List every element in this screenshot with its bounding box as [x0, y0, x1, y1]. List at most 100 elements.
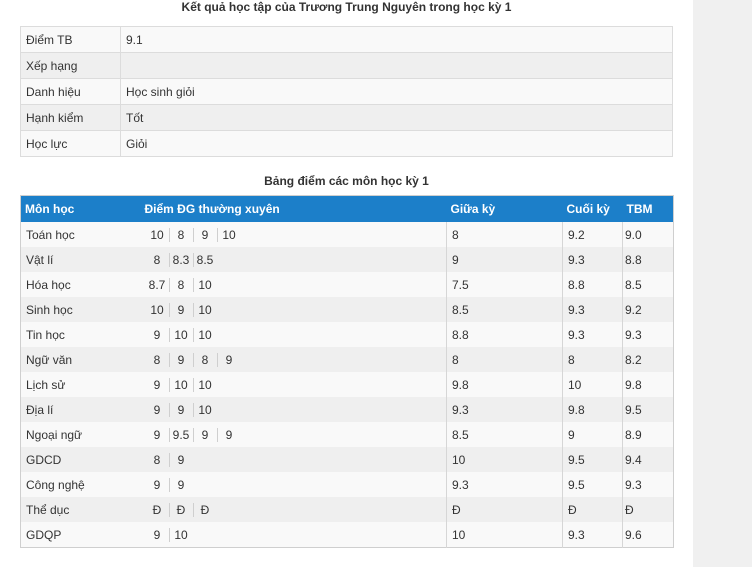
grade-row: GDQP 9 10 10 9.3 9.6 — [20, 522, 674, 548]
avg-cell: 8.9 — [622, 422, 674, 447]
midterm-cell: 7.5 — [446, 272, 563, 297]
avg-cell: 8.2 — [622, 347, 674, 372]
grades-header-row: Môn học Điểm ĐG thường xuyên Giữa kỳ Cuố… — [20, 195, 674, 222]
regular-score: 8.3 — [168, 252, 193, 267]
avg-cell: 9.4 — [622, 447, 674, 472]
final-cell: 9.3 — [562, 247, 623, 272]
regular-scores-cell: 8.7 8 10 — [140, 272, 447, 297]
summary-row: Hạnh kiểm Tốt — [20, 104, 673, 131]
final-cell: 10 — [562, 372, 623, 397]
subject-cell: Tin học — [20, 322, 141, 347]
regular-scores-cell: 10 8 9 10 — [140, 222, 447, 247]
regular-score: 10 — [192, 327, 217, 342]
midterm-cell: 9.8 — [446, 372, 563, 397]
subject-cell: Địa lí — [20, 397, 141, 422]
avg-cell: 9.3 — [622, 322, 674, 347]
summary-row: Xếp hạng — [20, 52, 673, 79]
midterm-cell: 8 — [446, 347, 563, 372]
subject-cell: GDCD — [20, 447, 141, 472]
regular-score: 9 — [153, 402, 161, 417]
midterm-cell: 8.5 — [446, 297, 563, 322]
regular-score: 8 — [153, 352, 161, 367]
midterm-cell: 10 — [446, 447, 563, 472]
grade-row: Thể dục Đ Đ Đ Đ Đ Đ — [20, 497, 674, 522]
regular-score: 9 — [153, 377, 161, 392]
midterm-cell: 9 — [446, 247, 563, 272]
final-cell: 9.2 — [562, 222, 623, 247]
regular-scores-cell: 10 9 10 — [140, 297, 447, 322]
grade-row: Địa lí 9 9 10 9.3 9.8 9.5 — [20, 397, 674, 422]
summary-label: Hạnh kiểm — [20, 104, 121, 131]
grade-row: GDCD 8 9 10 9.5 9.4 — [20, 447, 674, 472]
summary-value: Học sinh giỏi — [120, 78, 673, 105]
avg-cell: 9.3 — [622, 472, 674, 497]
regular-score: 9 — [153, 527, 161, 542]
header-final: Cuối kỳ — [562, 195, 623, 222]
final-cell: 8 — [562, 347, 623, 372]
regular-score: 9 — [192, 227, 217, 242]
summary-table: Điểm TB 9.1 Xếp hạng Danh hiệu Học sinh giỏi… — [20, 26, 673, 157]
subject-cell: Ngoại ngữ — [20, 422, 141, 447]
grade-row: Hóa học 8.7 8 10 7.5 8.8 8.5 — [20, 272, 674, 297]
final-cell: 9.3 — [562, 322, 623, 347]
avg-cell: 9.5 — [622, 397, 674, 422]
final-cell: 8.8 — [562, 272, 623, 297]
summary-value: Tốt — [120, 104, 673, 131]
grade-row: Sinh học 10 9 10 8.5 9.3 9.2 — [20, 297, 674, 322]
summary-label: Danh hiệu — [20, 78, 121, 105]
grade-row: Vật lí 8 8.3 8.5 9 9.3 8.8 — [20, 247, 674, 272]
grade-row: Ngoại ngữ 9 9.5 9 9 8.5 9 8.9 — [20, 422, 674, 447]
grade-row: Công nghệ 9 9 9.3 9.5 9.3 — [20, 472, 674, 497]
header-avg: TBM — [622, 195, 674, 222]
subject-cell: Lịch sử — [20, 372, 141, 397]
final-cell: 9 — [562, 422, 623, 447]
subject-cell: Vật lí — [20, 247, 141, 272]
subject-cell: GDQP — [20, 522, 141, 548]
subject-cell: Hóa học — [20, 272, 141, 297]
midterm-cell: 10 — [446, 522, 563, 548]
regular-score: 9 — [168, 452, 193, 467]
regular-score: 9 — [192, 427, 217, 442]
midterm-cell: 8 — [446, 222, 563, 247]
subject-cell: Công nghệ — [20, 472, 141, 497]
final-cell: 9.5 — [562, 472, 623, 497]
midterm-cell: 8.8 — [446, 322, 563, 347]
midterm-cell: 9.3 — [446, 472, 563, 497]
regular-score: 9 — [216, 427, 241, 442]
regular-scores-cell: 9 10 10 — [140, 372, 447, 397]
regular-score: 9 — [168, 477, 193, 492]
header-subject: Môn học — [20, 195, 141, 222]
right-side-panel — [693, 0, 752, 567]
regular-score: 9 — [153, 327, 161, 342]
grades-title: Bảng điểm các môn học kỳ 1 — [264, 174, 429, 188]
grade-row: Tin học 9 10 10 8.8 9.3 9.3 — [20, 322, 674, 347]
regular-score: 9 — [168, 302, 193, 317]
regular-scores-cell: 9 9.5 9 9 — [140, 422, 447, 447]
regular-scores-cell: 9 9 10 — [140, 397, 447, 422]
summary-value — [120, 52, 673, 79]
header-regular: Điểm ĐG thường xuyên — [140, 195, 447, 222]
regular-score: 9 — [216, 352, 241, 367]
summary-value: Giỏi — [120, 130, 673, 157]
final-cell: 9.3 — [562, 522, 623, 548]
summary-label: Học lực — [20, 130, 121, 157]
subject-cell: Toán học — [20, 222, 141, 247]
subject-cell: Thể dục — [20, 497, 141, 522]
final-cell: 9.3 — [562, 297, 623, 322]
final-cell: 9.8 — [562, 397, 623, 422]
regular-score: 10 — [168, 377, 193, 392]
summary-row: Điểm TB 9.1 — [20, 26, 673, 53]
avg-cell: 8.8 — [622, 247, 674, 272]
summary-row: Danh hiệu Học sinh giỏi — [20, 78, 673, 105]
regular-score: 9 — [153, 477, 161, 492]
regular-score: Đ — [192, 502, 217, 517]
regular-score: Đ — [168, 502, 193, 517]
grades-table: Môn học Điểm ĐG thường xuyên Giữa kỳ Cuố… — [20, 195, 674, 548]
regular-score: 10 — [150, 302, 164, 317]
regular-score: 10 — [150, 227, 164, 242]
regular-score: 9.5 — [168, 427, 193, 442]
regular-score: Đ — [152, 502, 162, 517]
